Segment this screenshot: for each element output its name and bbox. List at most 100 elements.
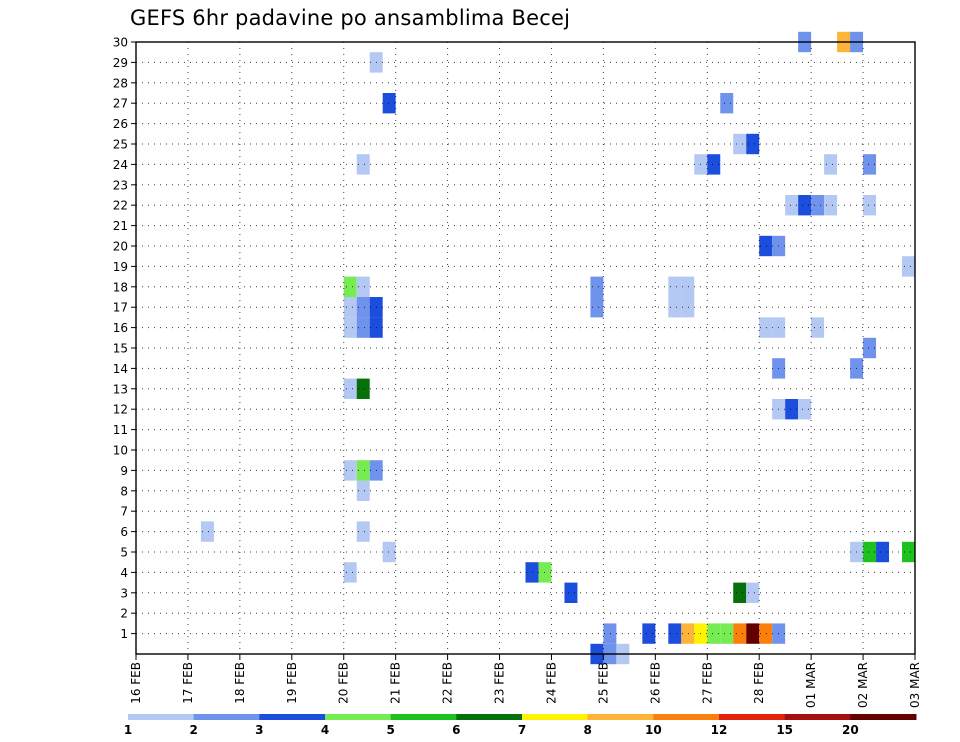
y-tick-label: 28 xyxy=(113,76,128,90)
y-tick-label: 14 xyxy=(113,362,128,376)
precip-cell-member-22 xyxy=(863,195,877,216)
precip-cell-member-1 xyxy=(759,623,773,644)
y-tick-label: 24 xyxy=(113,158,128,172)
precip-cell-member-6 xyxy=(200,521,214,542)
precip-cell-member-25 xyxy=(746,133,760,155)
legend-label: 1 xyxy=(124,723,132,737)
precip-cell-member-24 xyxy=(356,154,370,175)
precip-cell-member-22 xyxy=(824,195,838,216)
x-tick-label: 19 FEB xyxy=(285,662,299,704)
precip-cell-member-1 xyxy=(733,623,747,644)
legend-label: 3 xyxy=(255,723,263,737)
precip-cell-member-18 xyxy=(590,276,604,297)
precip-cell-member-16 xyxy=(356,317,370,338)
precip-cell-member-17 xyxy=(681,297,695,318)
x-tick-label: 27 FEB xyxy=(700,662,714,704)
precip-cell-member-9 xyxy=(343,460,357,481)
y-tick-label: 21 xyxy=(113,219,128,233)
legend-label: 10 xyxy=(645,723,662,737)
precip-cell-member-22 xyxy=(811,195,825,216)
precip-cell-member-1 xyxy=(668,623,682,644)
legend-label: 20 xyxy=(842,723,859,737)
y-tick-label: 25 xyxy=(113,138,128,152)
precip-cell-member-1 xyxy=(746,623,760,644)
x-tick-label: 21 FEB xyxy=(389,662,403,704)
precip-cell-member-17 xyxy=(356,297,370,318)
precip-cell-member-8 xyxy=(356,480,370,501)
precip-cell-member-24 xyxy=(863,154,877,175)
precip-cell-member-3 xyxy=(733,582,747,603)
legend-swatch xyxy=(259,714,326,720)
y-tick-label: 17 xyxy=(113,301,128,315)
x-axis: 16 FEB 17 FEB 18 FEB 19 FEB 20 FEB 21 FEB 22 F… xyxy=(129,654,922,708)
precip-cell-member-16 xyxy=(811,317,825,338)
precip-cell-member-1 xyxy=(642,623,656,644)
legend-label: 15 xyxy=(776,723,793,737)
y-tick-label: 3 xyxy=(120,586,128,600)
x-tick-label: 25 FEB xyxy=(596,662,610,704)
x-tick-label: 02 MAR xyxy=(856,662,870,708)
y-tick-label: 29 xyxy=(113,56,128,70)
y-tick-label: 18 xyxy=(113,280,128,294)
x-tick-label: 20 FEB xyxy=(337,662,351,704)
precip-cell-member-20 xyxy=(759,235,773,257)
precip-cell-member-27 xyxy=(382,93,396,114)
precip-cell-member-5 xyxy=(876,541,890,563)
legend-swatch xyxy=(456,714,523,720)
x-tick-label: 28 FEB xyxy=(752,662,766,704)
precip-cell-member-27 xyxy=(720,93,734,114)
y-tick-label: 4 xyxy=(120,566,128,580)
legend-label: 4 xyxy=(321,723,329,737)
legend-swatch xyxy=(193,714,260,720)
legend-swatch xyxy=(325,714,392,720)
precip-cell-member-25 xyxy=(733,133,747,155)
legend-label: 6 xyxy=(452,723,460,737)
precip-cell-member-18 xyxy=(343,276,357,297)
precip-cell-member-18 xyxy=(681,276,695,297)
y-tick-label: 15 xyxy=(113,342,128,356)
y-tick-label: 9 xyxy=(120,464,128,478)
precip-cell-member-16 xyxy=(343,317,357,338)
precip-cell-member-1 xyxy=(707,623,721,644)
x-tick-label: 17 FEB xyxy=(181,662,195,704)
precip-cell-member-5 xyxy=(902,541,915,563)
chart-title: GEFS 6hr padavine po ansamblima Becej xyxy=(130,6,571,30)
precip-cell-member-4 xyxy=(525,562,539,583)
x-tick-label: 24 FEB xyxy=(544,662,558,704)
y-tick-label: 6 xyxy=(120,525,128,539)
legend-swatch xyxy=(850,714,917,720)
precip-cell-member-22 xyxy=(798,195,812,216)
precip-cell-member-17 xyxy=(590,297,604,318)
y-axis: 1234567891011121314151617181920212223242… xyxy=(113,36,136,641)
y-tick-label: 23 xyxy=(113,178,128,192)
y-tick-label: 2 xyxy=(120,607,128,621)
precip-cell-member-1 xyxy=(681,623,695,644)
precip-cell-member-22 xyxy=(785,195,799,216)
precip-cell-member-24 xyxy=(707,154,721,175)
legend-label: 8 xyxy=(583,723,591,737)
cells-layer xyxy=(200,31,915,665)
legend-label: 5 xyxy=(386,723,394,737)
legend-swatch xyxy=(653,714,720,720)
precip-cell-member-24 xyxy=(824,154,838,175)
y-tick-label: 11 xyxy=(113,423,128,437)
precip-cell-member-12 xyxy=(785,399,799,420)
color-legend: 1 2 3 4 5 6 7 8 10 12 15 20 xyxy=(124,714,917,737)
x-tick-label: 22 FEB xyxy=(441,662,455,704)
precip-cell-member-16 xyxy=(759,317,773,338)
precip-cell-member-3 xyxy=(564,582,578,603)
precip-cell-member-9 xyxy=(356,460,370,481)
precip-cell-member-4 xyxy=(343,562,357,583)
legend-swatch xyxy=(390,714,457,720)
legend-swatch xyxy=(522,714,589,720)
y-tick-label: 7 xyxy=(120,505,128,519)
precip-cell-member-1 xyxy=(720,623,734,644)
precip-cell-member-12 xyxy=(798,399,812,420)
y-tick-label: 26 xyxy=(113,117,128,131)
legend-swatch xyxy=(128,714,195,720)
y-tick-label: 5 xyxy=(120,546,128,560)
y-tick-label: 1 xyxy=(120,627,128,641)
precip-cell-member-3 xyxy=(746,582,760,603)
y-tick-label: 19 xyxy=(113,260,128,274)
